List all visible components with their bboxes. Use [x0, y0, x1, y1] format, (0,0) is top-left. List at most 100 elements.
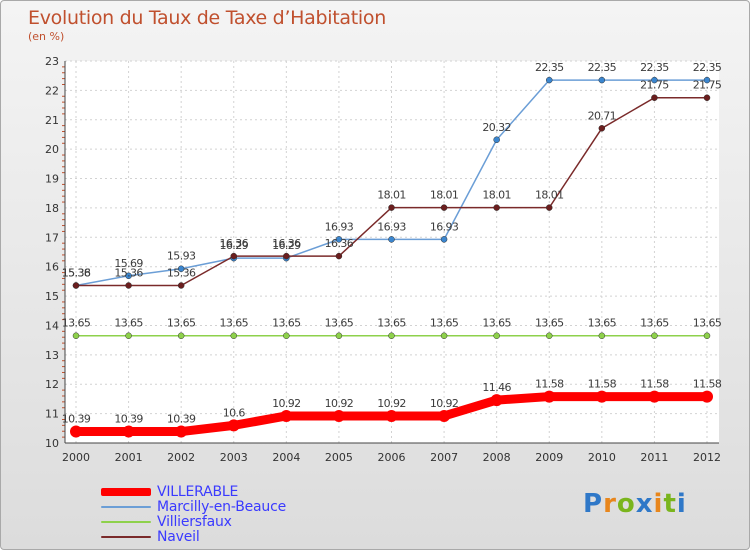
data-label: 16.29 [220, 239, 249, 252]
data-label: 16.93 [325, 220, 354, 233]
data-point [546, 204, 553, 211]
data-point [703, 94, 711, 101]
y-tick-label: 15 [45, 290, 59, 303]
data-point [440, 236, 448, 243]
data-label: 13.65 [640, 317, 669, 330]
data-label: 13.65 [535, 317, 564, 330]
data-point [703, 332, 711, 339]
data-label: 13.65 [325, 317, 354, 330]
data-label: 11.58 [535, 378, 564, 391]
chart-subtitle: (en %) [28, 30, 65, 43]
data-point [493, 204, 500, 211]
data-label: 13.65 [693, 317, 722, 330]
data-label: 16.36 [325, 237, 354, 250]
x-tick-label: 2007 [430, 451, 458, 464]
data-label: 10.39 [62, 413, 91, 426]
data-label: 15.93 [167, 250, 196, 263]
data-label: 22.35 [640, 61, 669, 74]
data-point [122, 425, 135, 438]
chart-title: Evolution du Taux de Taxe d’Habitation [28, 7, 386, 29]
data-label: 13.65 [167, 317, 196, 330]
data-label: 16.93 [430, 220, 459, 233]
x-tick-label: 2008 [483, 451, 511, 464]
data-label: 11.58 [640, 378, 669, 391]
data-label: 11.46 [482, 381, 511, 394]
logo-letter: r [603, 489, 617, 519]
data-point [490, 394, 503, 407]
data-point [283, 332, 290, 339]
y-tick-label: 21 [45, 114, 59, 127]
data-label: 10.39 [114, 413, 143, 426]
data-label: 10.39 [167, 413, 196, 426]
data-label: 18.01 [482, 189, 511, 202]
data-point [440, 332, 448, 339]
logo-letter: i [676, 489, 687, 519]
data-point [493, 332, 500, 339]
x-tick-label: 2006 [378, 451, 406, 464]
y-tick-label: 13 [45, 349, 59, 362]
data-point [543, 390, 556, 403]
data-point [175, 425, 188, 438]
data-point [72, 332, 80, 339]
data-point [125, 282, 132, 289]
data-point [385, 409, 398, 422]
data-label: 18.01 [377, 189, 406, 202]
data-label: 20.32 [482, 121, 511, 134]
logo-letter: o [616, 489, 636, 519]
data-label: 13.65 [482, 317, 511, 330]
y-tick-label: 17 [45, 231, 59, 244]
x-tick-label: 2010 [588, 451, 616, 464]
y-tick-label: 12 [45, 378, 59, 391]
legend-label: Marcilly-en-Beauce [157, 499, 286, 515]
data-label: 13.65 [377, 317, 406, 330]
legend-swatch [101, 536, 151, 538]
x-tick-label: 2004 [272, 451, 300, 464]
data-label: 11.58 [588, 378, 617, 391]
y-tick-label: 23 [45, 55, 59, 68]
data-label: 10.6 [223, 406, 246, 419]
data-label: 11.58 [693, 378, 722, 391]
data-point [283, 252, 290, 260]
data-label: 18.01 [430, 189, 459, 202]
legend-label: Villiersfaux [157, 514, 232, 530]
legend-swatch [101, 488, 151, 496]
x-tick-label: 2012 [693, 451, 721, 464]
x-tick-label: 2000 [62, 451, 90, 464]
data-point [701, 390, 713, 403]
data-label: 16.36 [272, 237, 301, 250]
legend-label: Naveil [157, 529, 200, 545]
data-point [493, 136, 500, 144]
data-point [651, 94, 658, 101]
data-label: 16.93 [377, 220, 406, 233]
data-point [598, 125, 606, 132]
data-label: 18.01 [535, 189, 564, 202]
data-label: 22.35 [588, 61, 617, 74]
x-tick-label: 2009 [535, 451, 563, 464]
data-point [280, 409, 293, 422]
data-label: 10.92 [325, 397, 354, 410]
data-label: 21.75 [640, 79, 669, 92]
x-tick-label: 2001 [115, 451, 143, 464]
legend-item: VILLERABLE [101, 485, 361, 500]
data-point [335, 236, 343, 243]
y-tick-label: 14 [45, 319, 59, 332]
data-label: 15.36 [62, 266, 91, 279]
data-label: 22.35 [693, 61, 722, 74]
data-label: 13.65 [114, 317, 143, 330]
legend-swatch [101, 521, 151, 523]
data-point [703, 76, 711, 84]
data-label: 16.36 [220, 237, 249, 250]
y-tick-label: 18 [45, 202, 59, 215]
x-tick-label: 2005 [325, 451, 353, 464]
data-point [651, 332, 658, 339]
data-label: 13.65 [220, 317, 249, 330]
data-point [177, 332, 185, 339]
data-label: 13.65 [430, 317, 459, 330]
legend-item: Villiersfaux [101, 515, 361, 530]
data-point [388, 236, 395, 243]
legend-item: Naveil [101, 530, 361, 545]
data-point [595, 390, 608, 403]
data-label: 16.29 [272, 239, 301, 252]
